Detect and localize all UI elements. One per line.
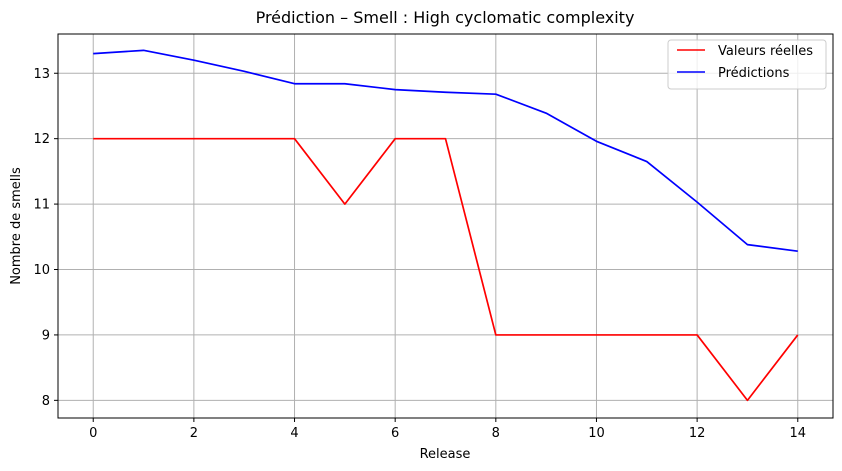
- y-tick-label: 12: [33, 132, 50, 147]
- x-tick-label: 10: [588, 426, 605, 441]
- y-axis-label: Nombre de smells: [9, 167, 24, 285]
- x-axis-ticks: 0 2 4 6 8 10 12 14: [89, 418, 806, 441]
- y-tick-label: 10: [33, 263, 50, 278]
- chart-title: Prédiction – Smell : High cyclomatic com…: [256, 8, 635, 27]
- y-tick-label: 8: [42, 394, 50, 409]
- x-tick-label: 12: [689, 426, 706, 441]
- x-tick-label: 4: [290, 426, 298, 441]
- series-line-reelles: [93, 137, 799, 402]
- series-lines: [93, 49, 799, 402]
- series-line-predictions: [93, 49, 798, 253]
- y-axis-ticks: 8 9 10 11 12 13: [33, 67, 58, 409]
- legend-label-predictions: Prédictions: [718, 66, 790, 81]
- legend: Valeurs réelles Prédictions: [667, 39, 827, 90]
- y-tick-label: 9: [42, 328, 50, 343]
- plot-frame: [57, 33, 834, 419]
- x-tick-label: 14: [789, 426, 806, 441]
- x-tick-label: 6: [391, 426, 399, 441]
- x-tick-label: 0: [89, 426, 97, 441]
- x-tick-label: 2: [190, 426, 198, 441]
- x-tick-label: 8: [492, 426, 500, 441]
- legend-label-reelles: Valeurs réelles: [718, 44, 813, 59]
- legend-box: [667, 39, 827, 90]
- x-axis-label: Release: [420, 447, 471, 462]
- y-tick-label: 13: [33, 67, 50, 82]
- y-tick-label: 11: [33, 198, 50, 213]
